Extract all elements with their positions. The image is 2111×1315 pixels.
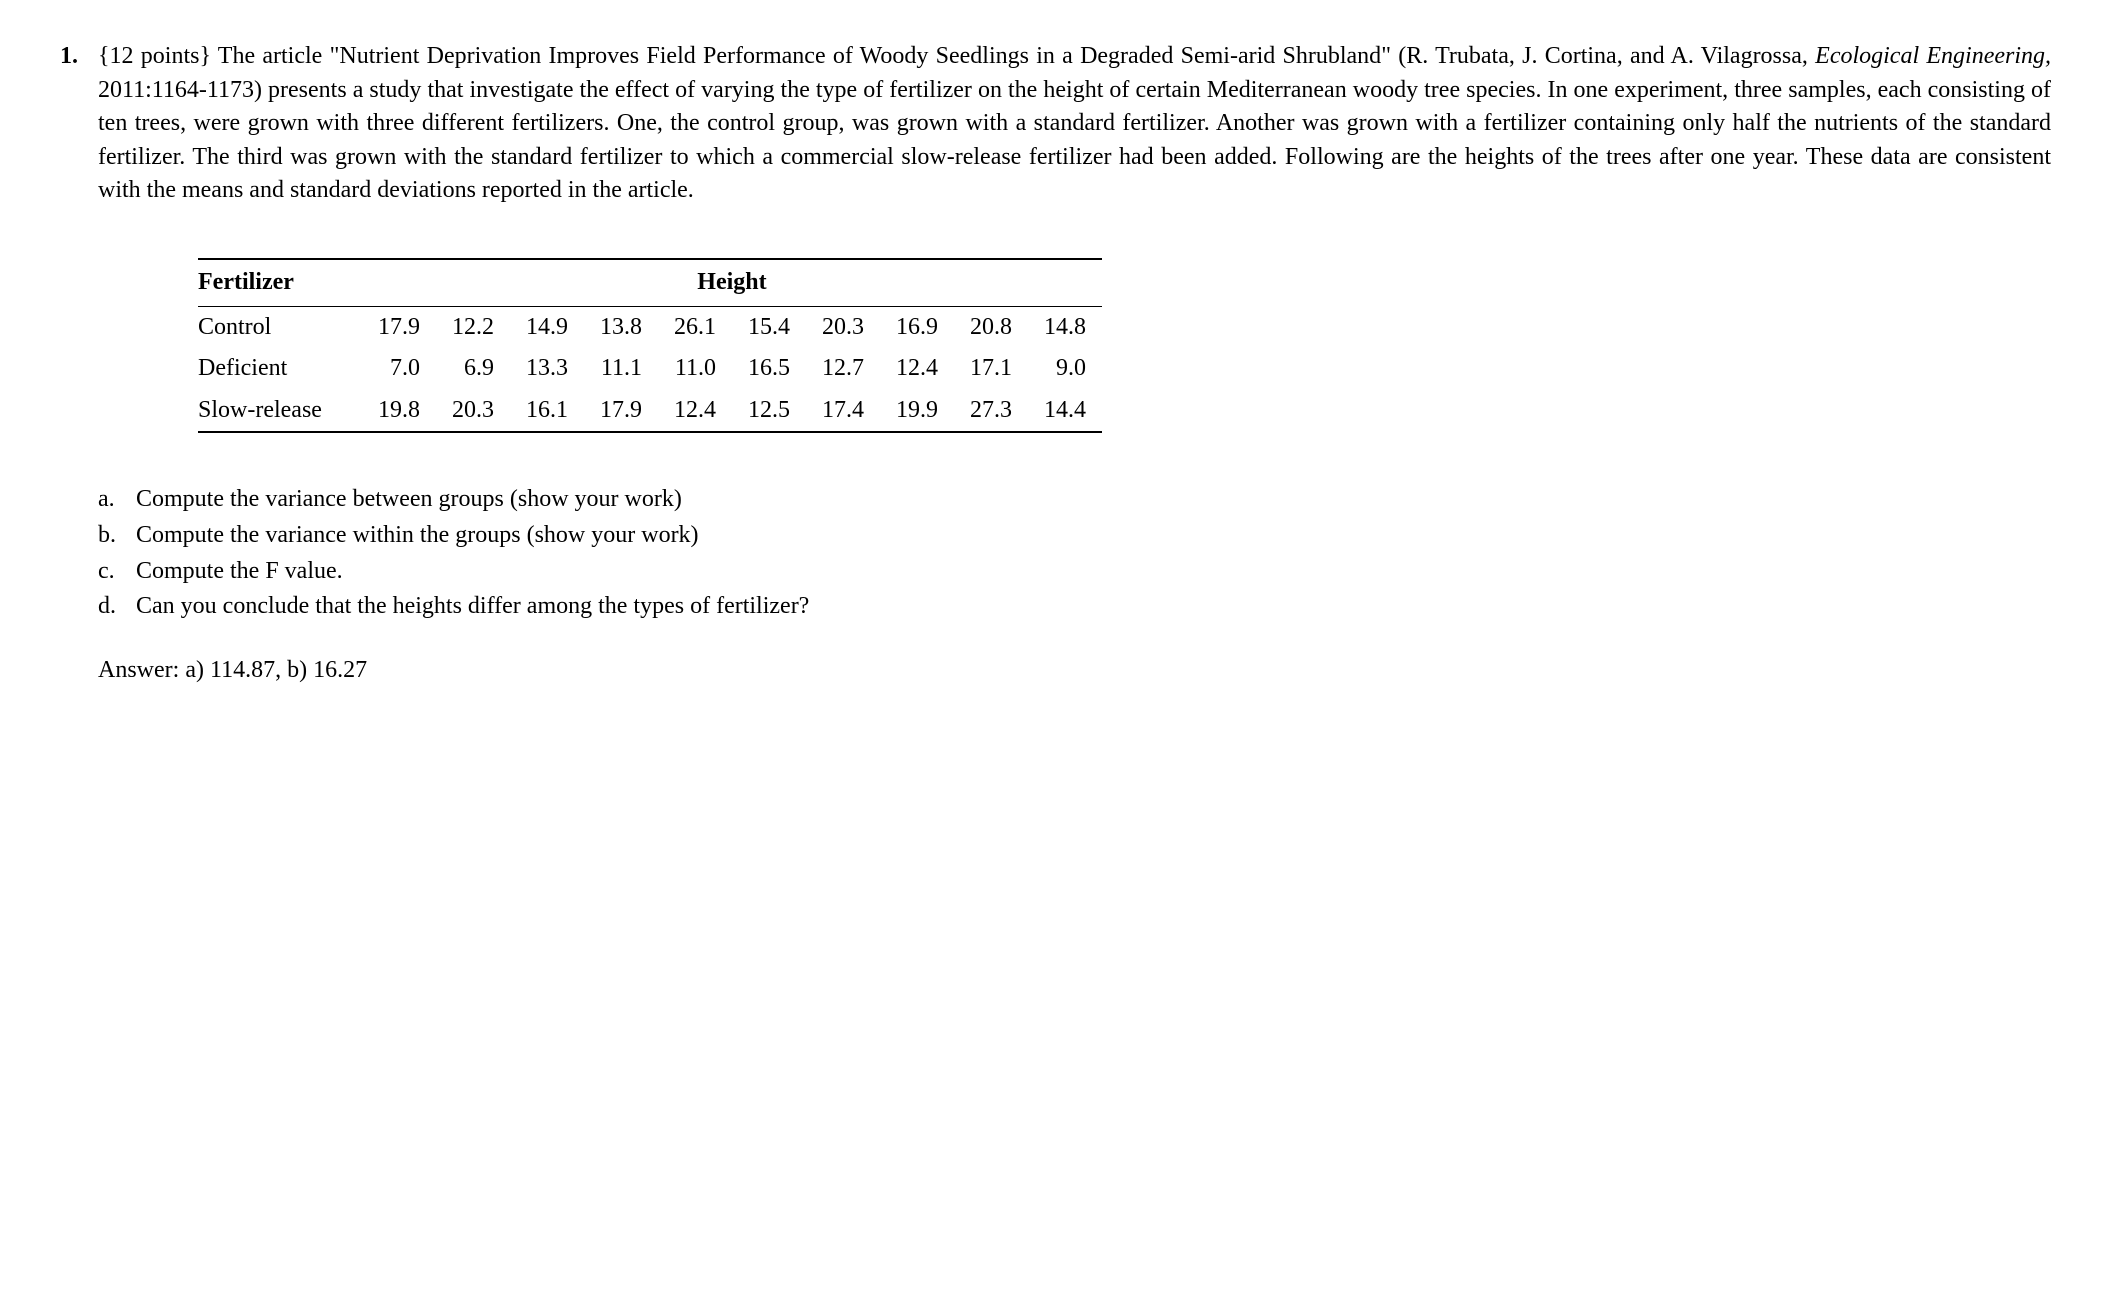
problem-number: 1. [60,40,78,687]
table-row: Slow-release 19.8 20.3 16.1 17.9 12.4 12… [198,390,1102,433]
row-label-slow-release: Slow-release [198,390,362,433]
data-cell: 14.8 [1028,306,1102,348]
row-label-deficient: Deficient [198,348,362,390]
data-cell: 20.3 [806,306,880,348]
sub-q-text: Compute the F value. [136,555,343,589]
data-cell: 19.8 [362,390,436,433]
sub-q-letter: a. [98,483,122,517]
data-cell: 20.8 [954,306,1028,348]
data-cell: 7.0 [362,348,436,390]
data-cell: 17.4 [806,390,880,433]
data-table: Fertilizer Height Control 17.9 12.2 14.9… [198,258,1102,433]
answer-line: Answer: a) 114.87, b) 16.27 [98,654,2051,688]
sub-question-d: d. Can you conclude that the heights dif… [98,590,2051,624]
data-cell: 12.7 [806,348,880,390]
problem-text: {12 points} The article "Nutrient Depriv… [98,40,2051,208]
data-cell: 15.4 [732,306,806,348]
sub-q-letter: c. [98,555,122,589]
data-cell: 17.1 [954,348,1028,390]
data-cell: 13.3 [510,348,584,390]
problem-intro: {12 points} The article " [98,43,339,69]
sub-q-text: Compute the variance between groups (sho… [136,483,682,517]
sub-q-letter: d. [98,590,122,624]
data-cell: 11.0 [658,348,732,390]
data-cell: 12.2 [436,306,510,348]
table-header-row: Fertilizer Height [198,259,1102,306]
sub-question-a: a. Compute the variance between groups (… [98,483,2051,517]
data-cell: 12.4 [658,390,732,433]
data-table-container: Fertilizer Height Control 17.9 12.2 14.9… [198,258,2051,433]
journal-name: Ecological Engineering, [1815,43,2051,69]
data-cell: 9.0 [1028,348,1102,390]
table-row: Control 17.9 12.2 14.9 13.8 26.1 15.4 20… [198,306,1102,348]
data-cell: 16.5 [732,348,806,390]
data-cell: 6.9 [436,348,510,390]
data-cell: 16.1 [510,390,584,433]
article-title: Nutrient Deprivation Improves Field Perf… [339,43,1381,69]
header-fertilizer: Fertilizer [198,259,362,306]
citation-rest: 2011:1164-1173) presents a study that in… [98,77,2051,204]
data-cell: 14.9 [510,306,584,348]
data-cell: 16.9 [880,306,954,348]
data-cell: 26.1 [658,306,732,348]
table-row: Deficient 7.0 6.9 13.3 11.1 11.0 16.5 12… [198,348,1102,390]
header-height: Height [362,259,1102,306]
sub-q-text: Compute the variance within the groups (… [136,519,699,553]
row-label-control: Control [198,306,362,348]
sub-q-text: Can you conclude that the heights differ… [136,590,809,624]
data-cell: 13.8 [584,306,658,348]
problem-container: 1. {12 points} The article "Nutrient Dep… [60,40,2051,687]
sub-question-b: b. Compute the variance within the group… [98,519,2051,553]
data-cell: 12.4 [880,348,954,390]
sub-q-letter: b. [98,519,122,553]
sub-question-c: c. Compute the F value. [98,555,2051,589]
authors-prefix: " (R. Trubata, J. Cortina, and A. Vilagr… [1381,43,1815,69]
data-cell: 20.3 [436,390,510,433]
data-cell: 14.4 [1028,390,1102,433]
data-cell: 19.9 [880,390,954,433]
data-cell: 12.5 [732,390,806,433]
data-cell: 17.9 [362,306,436,348]
data-cell: 11.1 [584,348,658,390]
problem-body: {12 points} The article "Nutrient Depriv… [98,40,2051,687]
sub-questions: a. Compute the variance between groups (… [98,483,2051,623]
data-cell: 27.3 [954,390,1028,433]
data-cell: 17.9 [584,390,658,433]
